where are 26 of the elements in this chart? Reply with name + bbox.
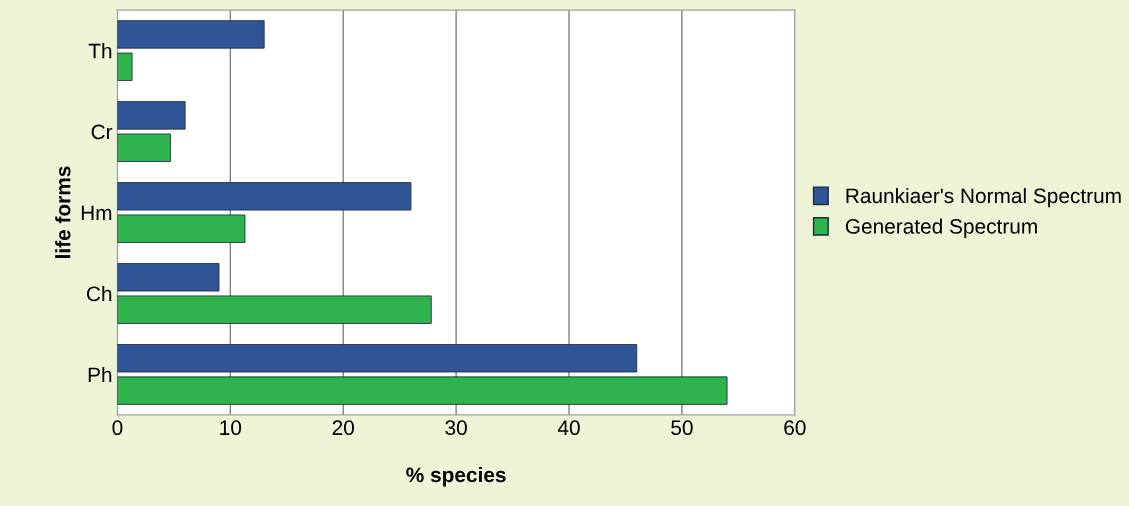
bar xyxy=(117,182,412,211)
y-tick-label: Ch xyxy=(86,285,112,302)
y-axis-title: life forms xyxy=(55,166,71,258)
x-tick-label: 50 xyxy=(671,420,693,436)
bar xyxy=(117,295,432,324)
y-tick-label: Cr xyxy=(91,124,113,140)
x-tick-label: 0 xyxy=(112,420,123,436)
bar xyxy=(117,101,186,130)
x-tick-label: 30 xyxy=(445,420,467,436)
bar xyxy=(117,20,265,49)
bar xyxy=(117,263,220,292)
bar xyxy=(117,133,171,162)
bar xyxy=(117,344,638,373)
y-tick-label: Hm xyxy=(81,205,112,221)
x-tick-label: 10 xyxy=(220,420,242,436)
x-tick-label: 40 xyxy=(557,420,580,436)
legend-label: Raunkiaer's Normal Spectrum xyxy=(846,187,1121,208)
y-tick-label: Ph xyxy=(88,366,112,382)
legend-label: Generated Spectrum xyxy=(845,218,1037,238)
x-tick-label: 60 xyxy=(784,420,806,436)
bar xyxy=(117,376,728,405)
bar xyxy=(117,214,246,243)
bar xyxy=(117,52,133,81)
y-tick-label: Th xyxy=(88,43,112,59)
x-axis-title: % species xyxy=(406,466,506,487)
x-tick-label: 20 xyxy=(332,420,354,436)
